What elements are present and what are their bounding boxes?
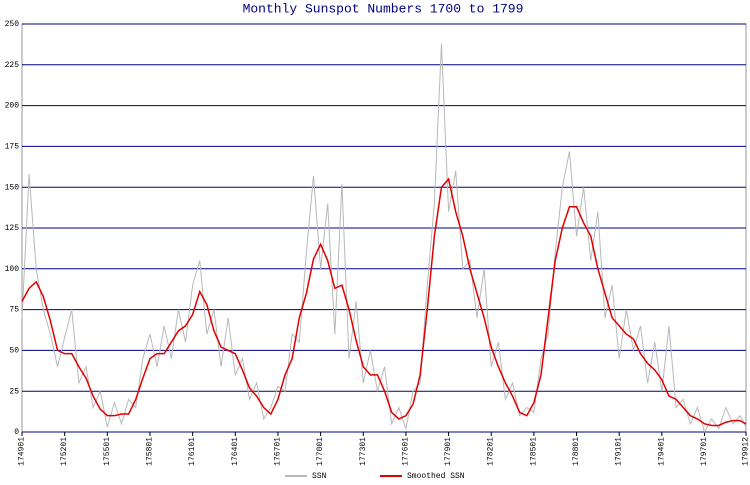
x-tick-label: 177601 bbox=[401, 437, 410, 466]
y-tick-label: 200 bbox=[5, 102, 20, 111]
y-tick-label: 150 bbox=[5, 183, 20, 192]
x-tick-label: 176701 bbox=[273, 437, 282, 466]
y-tick-label: 25 bbox=[9, 387, 19, 396]
x-tick-label: 178801 bbox=[572, 437, 581, 466]
x-tick-label: 175501 bbox=[103, 437, 112, 466]
x-tick-label: 179701 bbox=[700, 437, 709, 466]
x-tick-label: 178501 bbox=[529, 437, 538, 466]
y-tick-label: 75 bbox=[9, 306, 19, 315]
x-tick-label: 178201 bbox=[487, 437, 496, 466]
y-tick-label: 125 bbox=[5, 224, 20, 233]
x-tick-label: 175801 bbox=[145, 437, 154, 466]
x-tick-label: 179401 bbox=[657, 437, 666, 466]
y-tick-label: 225 bbox=[5, 61, 20, 70]
x-tick-label: 176101 bbox=[188, 437, 197, 466]
x-tick-label: 179912 bbox=[742, 437, 750, 466]
x-tick-label: 174901 bbox=[18, 437, 27, 466]
x-tick-label: 176401 bbox=[231, 437, 240, 466]
y-tick-label: 250 bbox=[5, 20, 20, 29]
y-tick-label: 50 bbox=[9, 347, 19, 356]
y-tick-label: 100 bbox=[5, 265, 20, 274]
x-tick-label: 177901 bbox=[444, 437, 453, 466]
x-tick-label: 179101 bbox=[615, 437, 624, 466]
legend-label: Smoothed SSN bbox=[407, 472, 465, 480]
legend-label: SSN bbox=[312, 472, 327, 480]
x-tick-label: 177301 bbox=[359, 437, 368, 466]
chart-title: Monthly Sunspot Numbers 1700 to 1799 bbox=[243, 1, 524, 16]
x-tick-label: 177001 bbox=[316, 437, 325, 466]
y-tick-label: 0 bbox=[14, 428, 19, 437]
x-tick-label: 175201 bbox=[60, 437, 69, 466]
y-tick-label: 175 bbox=[5, 143, 20, 152]
